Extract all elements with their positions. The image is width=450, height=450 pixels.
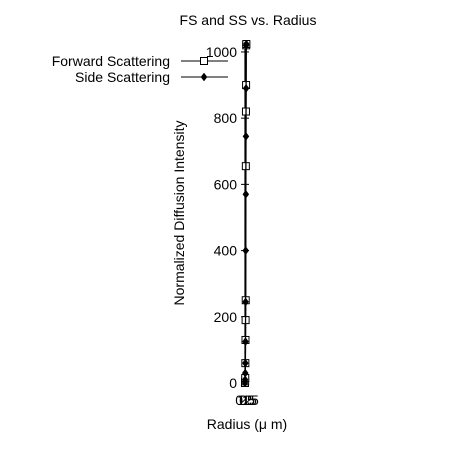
chart-title: FS and SS vs. Radius	[180, 12, 317, 28]
y-tick-label: 200	[214, 309, 238, 325]
x-tick-label: 2.5	[239, 392, 259, 408]
x-tick-label: 0	[239, 392, 247, 408]
ss-marker	[242, 189, 250, 199]
series-group	[241, 39, 251, 388]
ss-marker	[241, 375, 249, 385]
legend-label: Forward Scattering	[52, 53, 170, 69]
x-tick-label: 1.5	[237, 392, 257, 408]
ss-marker	[243, 39, 250, 49]
ss-marker	[242, 246, 250, 255]
ss-marker	[242, 337, 249, 347]
ss-marker	[242, 297, 249, 307]
ss-marker	[241, 368, 249, 378]
y-tick-label: 1000	[206, 44, 237, 60]
y-tick-label: 0	[229, 375, 237, 391]
ss-marker	[200, 72, 208, 82]
axes-group: 0 200 400 600 800 1000 00.511.522.5	[206, 44, 259, 408]
y-tick-label: 600	[214, 176, 238, 192]
fs-marker	[200, 57, 208, 65]
y-tick-label: 400	[214, 243, 238, 259]
y-axis-label: Normalized Diffusion Intensity	[171, 121, 187, 306]
ss-marker	[242, 358, 249, 368]
x-tick-label: 2	[244, 392, 252, 408]
x-tick-label: 1	[242, 392, 250, 408]
legend-label: Side Scattering	[75, 69, 170, 85]
x-tick-label: 0.5	[235, 392, 255, 408]
x-axis-label: Radius (μ m)	[207, 416, 287, 432]
ss-marker	[242, 83, 250, 93]
ss-marker	[242, 131, 250, 141]
y-tick-label: 800	[214, 110, 238, 126]
